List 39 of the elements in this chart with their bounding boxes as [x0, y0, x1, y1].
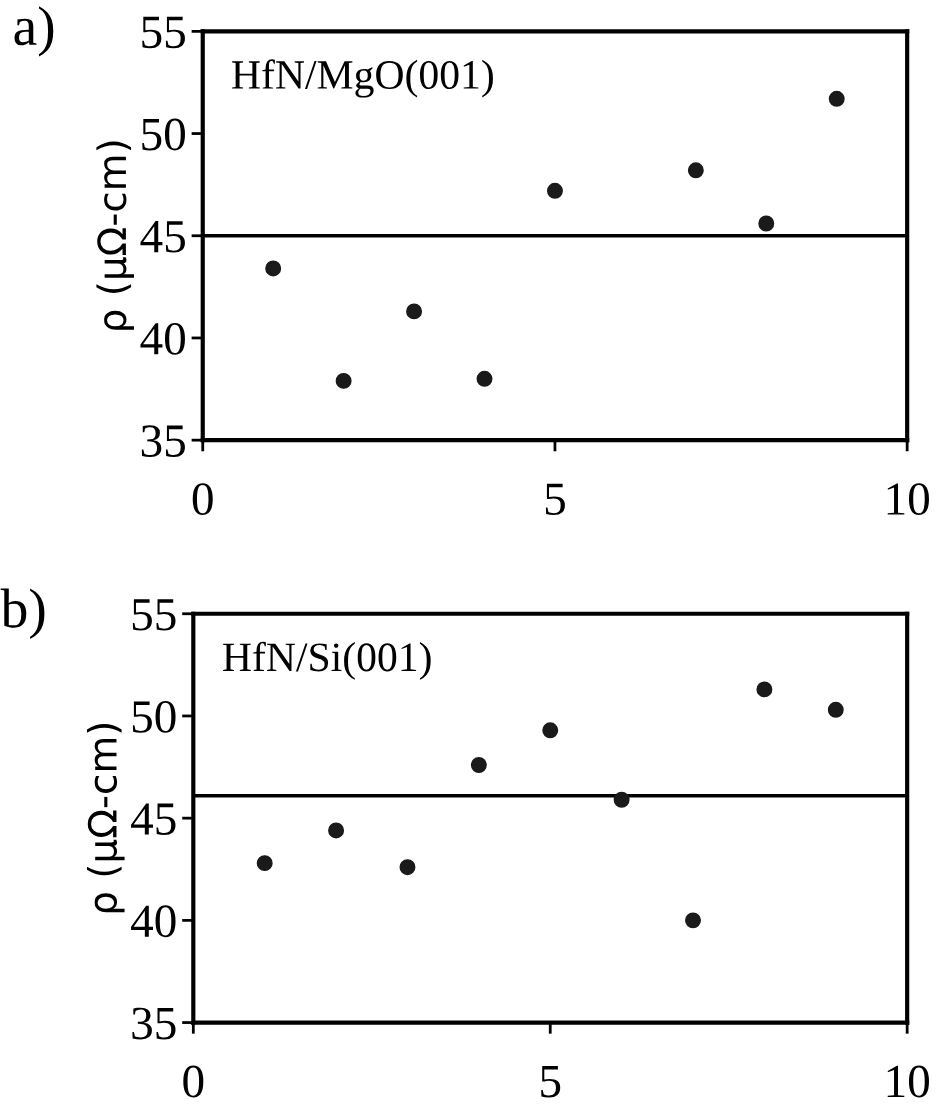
point: [328, 822, 345, 839]
point: [546, 182, 563, 199]
y-axis-title: ρ (μΩ-cm): [86, 723, 125, 913]
point: [756, 681, 773, 698]
point: [256, 855, 273, 872]
y-tick-label: 40: [131, 905, 176, 938]
chart-title: b): [0, 588, 45, 639]
point: [687, 162, 704, 179]
x-tick-label: 5: [541, 1066, 561, 1098]
point: [758, 215, 775, 232]
annotation: HfN/MgO(001): [232, 59, 493, 98]
x-tick-label: 10: [887, 483, 929, 516]
point: [476, 370, 493, 387]
point: [470, 757, 487, 773]
point: [399, 859, 416, 876]
y-tick-label: 55: [132, 599, 176, 631]
point: [827, 701, 844, 718]
x-tick-label: 10: [887, 1065, 929, 1098]
point: [613, 791, 630, 808]
annotation: HfN/Si(001): [223, 641, 431, 680]
chart-title: a): [14, 6, 54, 57]
y-tick-label: 50: [142, 118, 185, 151]
point: [335, 372, 352, 389]
y-tick-label: 50: [132, 700, 176, 733]
y-axis-title: ρ (μΩ-cm): [96, 141, 134, 330]
point: [685, 912, 701, 929]
y-tick-label: 55: [142, 16, 185, 49]
y-tick-label: 45: [140, 221, 185, 253]
point: [265, 260, 282, 277]
y-tick-label: 45: [131, 803, 176, 836]
point: [406, 303, 423, 320]
x-tick-label: 0: [192, 483, 213, 516]
y-tick-label: 35: [132, 1007, 176, 1040]
y-tick-label: 40: [140, 322, 185, 355]
x-tick-label: 5: [545, 483, 565, 516]
y-tick-label: 35: [141, 425, 185, 458]
point: [542, 722, 559, 739]
x-tick-label: 0: [183, 1065, 204, 1098]
point: [828, 90, 845, 107]
